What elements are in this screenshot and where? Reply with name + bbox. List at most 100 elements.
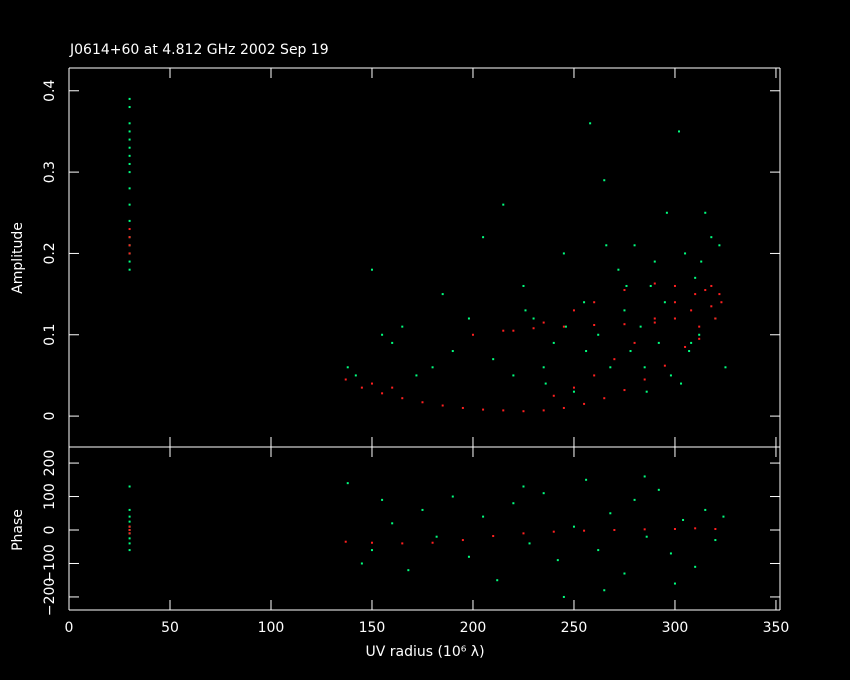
point xyxy=(593,301,596,304)
point xyxy=(682,518,685,521)
point xyxy=(381,392,384,395)
point xyxy=(471,333,474,336)
point xyxy=(597,333,600,336)
point xyxy=(128,228,131,231)
point xyxy=(512,329,515,332)
point xyxy=(344,540,347,543)
point xyxy=(128,244,131,247)
point xyxy=(128,171,131,174)
x-tick-label: 0 xyxy=(65,620,74,636)
point xyxy=(370,549,373,552)
point xyxy=(562,406,565,409)
point xyxy=(698,337,701,340)
point xyxy=(556,559,559,562)
point xyxy=(128,130,131,133)
point xyxy=(657,488,660,491)
point xyxy=(684,345,687,348)
point xyxy=(589,122,592,125)
point xyxy=(613,358,616,361)
point xyxy=(512,374,515,377)
point xyxy=(643,378,646,381)
point xyxy=(128,187,131,190)
point xyxy=(605,244,608,247)
point xyxy=(562,252,565,255)
y-axis-label: Amplitude xyxy=(10,222,26,294)
x-tick-label: 100 xyxy=(258,620,285,636)
point xyxy=(623,289,626,292)
point xyxy=(680,382,683,385)
point xyxy=(435,535,438,538)
point xyxy=(431,366,434,369)
point xyxy=(421,508,424,511)
point xyxy=(669,552,672,555)
point xyxy=(467,317,470,320)
x-tick-label: 200 xyxy=(460,620,487,636)
point xyxy=(673,528,676,531)
y-tick-label: 0.4 xyxy=(42,80,58,102)
point xyxy=(572,386,575,389)
point xyxy=(512,502,515,505)
point xyxy=(603,397,606,400)
point xyxy=(722,515,725,518)
point xyxy=(552,341,555,344)
point xyxy=(714,539,717,542)
point xyxy=(441,293,444,296)
point xyxy=(128,252,131,255)
point xyxy=(704,289,707,292)
point xyxy=(673,284,676,287)
point xyxy=(643,528,646,531)
x-tick-label: 250 xyxy=(561,620,588,636)
point xyxy=(585,478,588,481)
point xyxy=(673,317,676,320)
point xyxy=(688,350,691,353)
point xyxy=(673,301,676,304)
point xyxy=(401,397,404,400)
point xyxy=(128,236,131,239)
point xyxy=(572,525,575,528)
point xyxy=(633,498,636,501)
point xyxy=(542,409,545,412)
point xyxy=(401,542,404,545)
point xyxy=(718,293,721,296)
point xyxy=(665,211,668,214)
point xyxy=(700,260,703,263)
point xyxy=(128,532,131,535)
x-tick-label: 350 xyxy=(763,620,790,636)
point xyxy=(128,549,131,552)
point xyxy=(421,401,424,404)
point xyxy=(461,406,464,409)
point xyxy=(639,325,642,328)
point xyxy=(694,565,697,568)
point xyxy=(623,309,626,312)
point xyxy=(649,284,652,287)
point xyxy=(645,535,648,538)
point xyxy=(502,409,505,412)
y-tick-label: 200 xyxy=(42,450,58,477)
point xyxy=(572,309,575,312)
point xyxy=(593,324,596,327)
x-tick-label: 50 xyxy=(161,620,179,636)
point xyxy=(623,572,626,575)
point xyxy=(346,482,349,485)
point xyxy=(562,595,565,598)
point xyxy=(564,325,567,328)
point xyxy=(128,122,131,125)
point xyxy=(128,97,131,100)
point xyxy=(502,329,505,332)
point xyxy=(542,321,545,324)
point xyxy=(552,394,555,397)
point xyxy=(603,589,606,592)
point xyxy=(496,579,499,582)
point xyxy=(528,542,531,545)
point xyxy=(629,350,632,353)
y-tick-label: 0 xyxy=(42,526,58,535)
point xyxy=(451,350,454,353)
point xyxy=(572,390,575,393)
point xyxy=(415,374,418,377)
point xyxy=(657,341,660,344)
x-tick-label: 300 xyxy=(662,620,689,636)
point xyxy=(704,508,707,511)
point xyxy=(583,402,586,405)
point xyxy=(694,276,697,279)
